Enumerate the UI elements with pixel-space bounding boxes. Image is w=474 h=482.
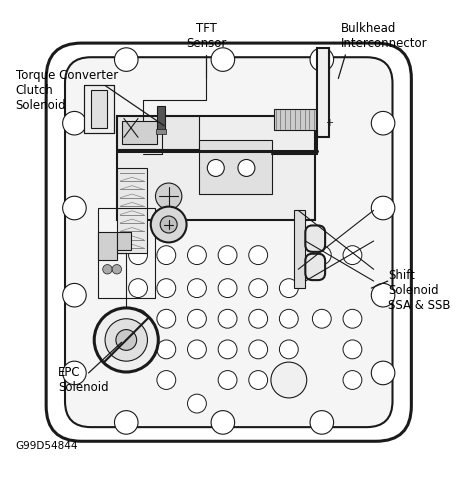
Circle shape: [343, 246, 362, 265]
Circle shape: [249, 340, 268, 359]
Circle shape: [151, 207, 187, 242]
Circle shape: [343, 309, 362, 328]
FancyBboxPatch shape: [305, 254, 325, 280]
Circle shape: [218, 246, 237, 265]
Circle shape: [112, 265, 121, 274]
Circle shape: [115, 411, 138, 434]
Circle shape: [343, 340, 362, 359]
Circle shape: [218, 279, 237, 297]
Bar: [121, 121, 157, 145]
Circle shape: [207, 160, 224, 176]
Circle shape: [103, 265, 112, 274]
Bar: [98, 231, 117, 260]
Circle shape: [249, 246, 268, 265]
Circle shape: [279, 279, 298, 297]
Circle shape: [188, 279, 206, 297]
Text: Torque Converter
Clutch
Solenoid: Torque Converter Clutch Solenoid: [16, 69, 118, 112]
Circle shape: [218, 371, 237, 389]
Bar: [117, 168, 147, 253]
Circle shape: [155, 183, 182, 209]
Circle shape: [249, 309, 268, 328]
Circle shape: [157, 309, 176, 328]
Text: Shift
Solenoid
SSA & SSB: Shift Solenoid SSA & SSB: [388, 269, 450, 312]
Circle shape: [63, 283, 86, 307]
Bar: [91, 90, 108, 128]
Bar: [117, 231, 131, 251]
Circle shape: [211, 48, 235, 71]
Circle shape: [157, 371, 176, 389]
Bar: [117, 116, 315, 220]
Circle shape: [128, 309, 147, 328]
Circle shape: [249, 279, 268, 297]
Circle shape: [312, 309, 331, 328]
Circle shape: [279, 309, 298, 328]
Bar: [84, 85, 115, 133]
FancyBboxPatch shape: [65, 57, 392, 427]
Circle shape: [218, 340, 237, 359]
Bar: [157, 106, 165, 132]
Circle shape: [218, 309, 237, 328]
Circle shape: [160, 216, 177, 233]
Circle shape: [94, 308, 158, 372]
Circle shape: [312, 246, 331, 265]
Circle shape: [116, 330, 137, 350]
Circle shape: [238, 160, 255, 176]
Bar: [317, 48, 329, 137]
Circle shape: [371, 111, 395, 135]
Circle shape: [188, 246, 206, 265]
Bar: [98, 208, 155, 297]
Circle shape: [128, 246, 147, 265]
Circle shape: [271, 362, 307, 398]
Text: EPC
Solenoid: EPC Solenoid: [58, 366, 109, 394]
FancyBboxPatch shape: [305, 226, 325, 252]
Text: +: +: [325, 118, 333, 128]
Text: TFT
Sensor: TFT Sensor: [186, 22, 227, 50]
Circle shape: [115, 48, 138, 71]
Text: G99D54844: G99D54844: [16, 441, 78, 451]
Circle shape: [157, 246, 176, 265]
Circle shape: [63, 196, 86, 220]
Circle shape: [211, 411, 235, 434]
Bar: [84, 85, 115, 133]
Circle shape: [188, 340, 206, 359]
Bar: [199, 140, 273, 194]
Circle shape: [343, 371, 362, 389]
Circle shape: [310, 48, 334, 71]
Circle shape: [157, 340, 176, 359]
Circle shape: [371, 283, 395, 307]
FancyBboxPatch shape: [46, 43, 411, 441]
Circle shape: [63, 361, 86, 385]
Bar: [156, 129, 166, 134]
Circle shape: [249, 371, 268, 389]
Bar: [274, 109, 316, 130]
Bar: [293, 210, 305, 288]
Circle shape: [310, 411, 334, 434]
Circle shape: [371, 196, 395, 220]
Text: Bulkhead
Interconnector: Bulkhead Interconnector: [341, 22, 427, 50]
Circle shape: [105, 319, 147, 361]
Circle shape: [279, 340, 298, 359]
Circle shape: [371, 361, 395, 385]
Circle shape: [188, 394, 206, 413]
Bar: [117, 116, 199, 149]
Circle shape: [63, 111, 86, 135]
Circle shape: [188, 309, 206, 328]
Circle shape: [157, 279, 176, 297]
Circle shape: [128, 279, 147, 297]
